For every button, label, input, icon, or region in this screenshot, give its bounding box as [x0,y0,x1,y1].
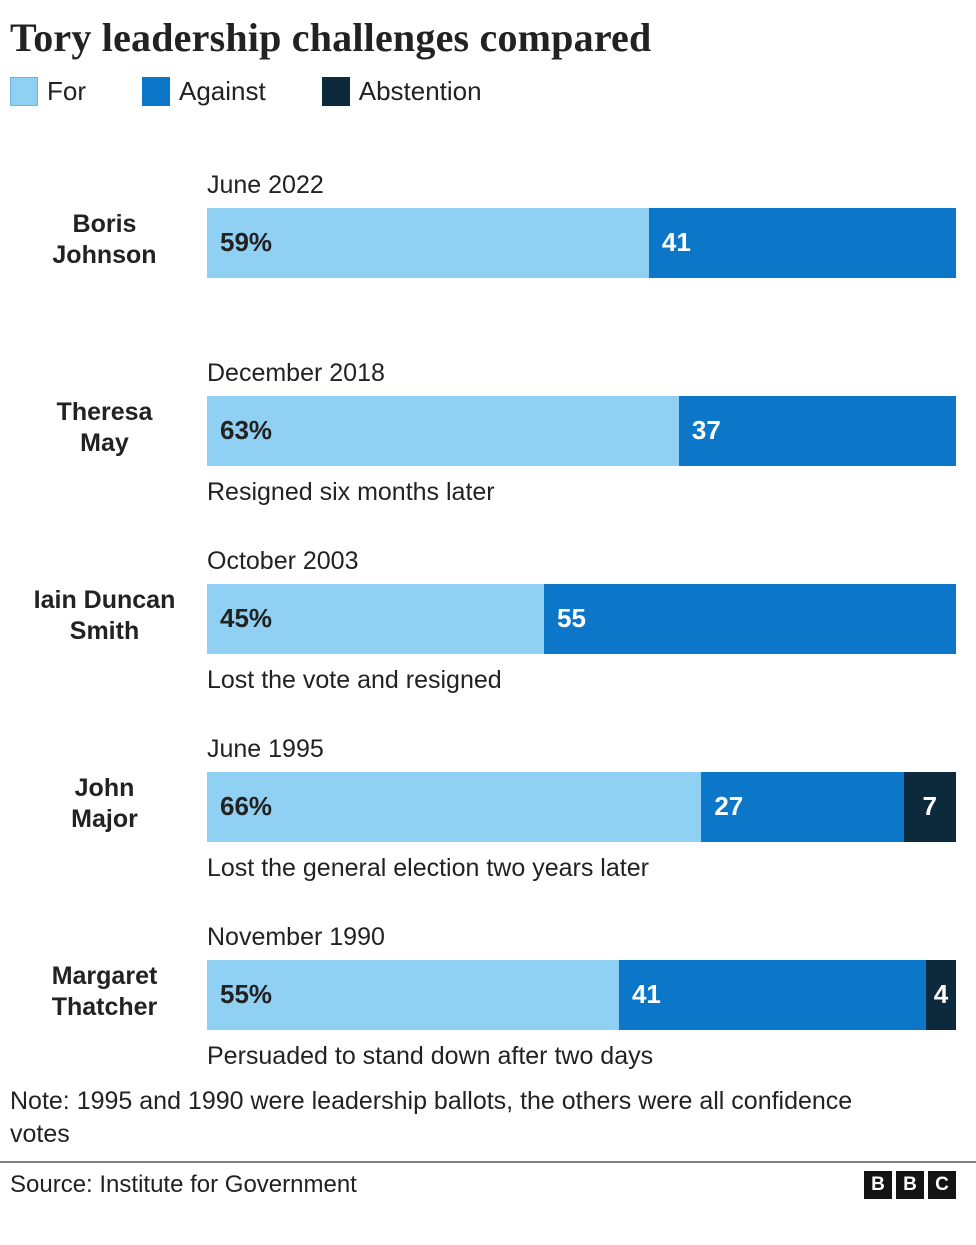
bbc-logo: B B C [860,1171,956,1199]
bar-footnote: Resigned six months later [207,477,495,506]
legend-swatch-abstention [321,77,350,106]
stacked-bar: 59% 41 [207,207,956,278]
chart-card: Tory leadership challenges compared For … [0,15,976,1199]
category-label-line1: Theresa [56,398,153,426]
segment-value: 45% [220,603,273,633]
bar-segment-against: 41 [648,207,956,278]
category-label-line1: John [74,774,135,802]
bar-footnote [207,288,956,320]
legend: For Against Abstention [10,76,956,107]
category-label: Margaret Thatcher [10,921,207,1071]
chart-row-boris-johnson: Boris Johnson June 2022 59% 41 [10,169,956,319]
category-label-line1: Margaret [51,962,158,990]
bar-footnote: Persuaded to stand down after two days [207,1041,654,1070]
legend-swatch-for [10,77,38,106]
bar-segment-for: 59% [207,207,649,278]
stacked-bar: 45% 55 [207,583,956,654]
segment-value: 7 [922,791,937,821]
bbc-logo-block: B [896,1171,924,1199]
segment-value: 41 [661,227,691,257]
category-label: John Major [10,733,207,883]
segment-value: 4 [933,979,949,1009]
chart-note: Note: 1995 and 1990 were leadership ball… [10,1087,853,1148]
bbc-logo-block: C [928,1171,956,1199]
bar-segment-against: 41 [618,959,927,1030]
legend-label-against: Against [179,76,266,106]
legend-label-for: For [47,76,86,106]
stacked-bar: 63% 37 [207,395,956,466]
bar-date: October 2003 [207,547,359,575]
segment-value: 63% [220,415,273,445]
legend-swatch-against [142,77,170,106]
chart-row-iain-duncan-smith: Iain Duncan Smith October 2003 45% 55 Lo… [10,545,956,695]
category-label-line1: Iain Duncan [33,586,176,614]
legend-item-abstention: Abstention [321,76,482,107]
legend-label-abstention: Abstention [358,76,482,106]
category-label-line2: Thatcher [51,993,158,1022]
bar-footnote: Lost the general election two years late… [207,853,649,882]
bar-footnote: Lost the vote and resigned [207,665,502,694]
category-label: Theresa May [10,357,207,507]
segment-value: 55 [557,603,586,633]
category-label-line2: Major [71,805,138,834]
chart-row-john-major: John Major June 1995 66% 27 7 Lost the g… [10,733,956,883]
legend-item-against: Against [142,76,266,107]
segment-value: 41 [631,979,661,1009]
segment-value: 27 [714,791,744,821]
category-label-line2: Smith [69,617,140,646]
bar-date: December 2018 [207,359,385,387]
segment-value: 55% [220,979,273,1009]
segment-value: 37 [691,415,721,445]
legend-item-for: For [10,76,86,107]
bar-segment-abstention: 4 [926,959,956,1030]
stacked-bar: 66% 27 7 [207,771,956,842]
bar-segment-against: 55 [544,583,956,654]
category-label: Boris Johnson [10,169,207,319]
segment-value: 59% [220,227,273,257]
chart-rows: Boris Johnson June 2022 59% 41 Theresa M… [10,169,956,1071]
bbc-logo-block: B [864,1171,892,1199]
bar-segment-for: 66% [207,771,702,842]
source-credit: Source: Institute for Government [10,1171,357,1198]
bar-segment-abstention: 7 [903,771,956,842]
bar-date: June 1995 [207,735,324,763]
bar-date: November 1990 [207,923,385,951]
segment-value: 66% [220,791,273,821]
bar-segment-for: 55% [207,959,619,1030]
bar-segment-against: 27 [701,771,904,842]
chart-row-theresa-may: Theresa May December 2018 63% 37 Resigne… [10,357,956,507]
category-label: Iain Duncan Smith [10,545,207,695]
stacked-bar: 55% 41 4 [207,959,956,1030]
chart-row-margaret-thatcher: Margaret Thatcher November 1990 55% 41 4… [10,921,956,1071]
category-label-line1: Boris [72,210,137,238]
bar-date: June 2022 [207,171,324,199]
chart-title: Tory leadership challenges compared [10,15,652,60]
category-label-line2: May [80,429,129,458]
bar-segment-for: 45% [207,583,545,654]
chart-footer: Source: Institute for Government B B C [0,1161,976,1199]
category-label-line2: Johnson [52,241,157,270]
bar-segment-against: 37 [678,395,956,466]
bar-segment-for: 63% [207,395,679,466]
